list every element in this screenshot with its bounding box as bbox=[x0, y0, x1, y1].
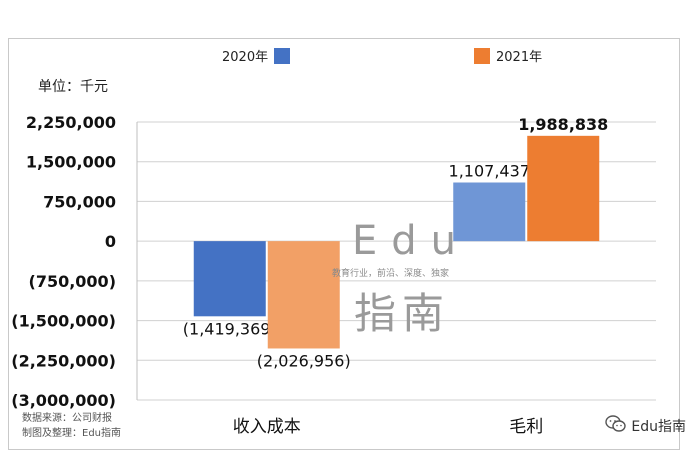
x-tick-label: 收入成本 bbox=[233, 417, 301, 437]
legend-2021-swatch bbox=[474, 47, 490, 64]
watermark-subtitle: 教育行业，前沿、深度、独家 bbox=[332, 269, 450, 279]
y-tick-label: (750,000) bbox=[29, 272, 117, 291]
bar bbox=[267, 241, 340, 349]
bar bbox=[527, 135, 600, 242]
wechat-icon bbox=[605, 415, 627, 437]
y-tick-label: 1,500,000 bbox=[26, 153, 116, 172]
source-line-2: 制图及整理：Edu指南 bbox=[22, 428, 122, 439]
bar bbox=[193, 241, 266, 317]
x-tick-label: 毛利 bbox=[509, 417, 543, 437]
legend-2020-label: 2020年 bbox=[222, 50, 269, 65]
data-label: (2,026,956) bbox=[257, 351, 351, 370]
legend-2020: 2020年 bbox=[222, 46, 291, 65]
wechat-label: Edu指南 bbox=[631, 419, 686, 435]
y-tick-label: (3,000,000) bbox=[11, 391, 116, 410]
y-tick-label: 2,250,000 bbox=[26, 113, 116, 132]
y-tick-label: (1,500,000) bbox=[11, 312, 116, 331]
chart-frame bbox=[8, 38, 680, 450]
data-label: (1,419,369) bbox=[183, 319, 277, 338]
legend-2021-label: 2021年 bbox=[496, 50, 543, 65]
watermark-cn: 指南 bbox=[354, 289, 451, 338]
data-label: 1,107,437 bbox=[449, 162, 530, 181]
legend-2021: 2021年 bbox=[474, 46, 542, 65]
y-tick-label: 0 bbox=[105, 232, 116, 251]
data-label: 1,988,838 bbox=[518, 115, 608, 134]
y-tick-label: (2,250,000) bbox=[11, 351, 116, 370]
wechat-badge: Edu指南 bbox=[605, 415, 686, 437]
source-line-1: 数据来源：公司财报 bbox=[22, 413, 112, 424]
unit-label: 单位：千元 bbox=[38, 79, 108, 95]
y-tick-label: 750,000 bbox=[43, 192, 116, 211]
watermark-title: Edu bbox=[352, 218, 471, 264]
legend-2020-swatch bbox=[274, 47, 291, 64]
bar bbox=[453, 182, 526, 242]
